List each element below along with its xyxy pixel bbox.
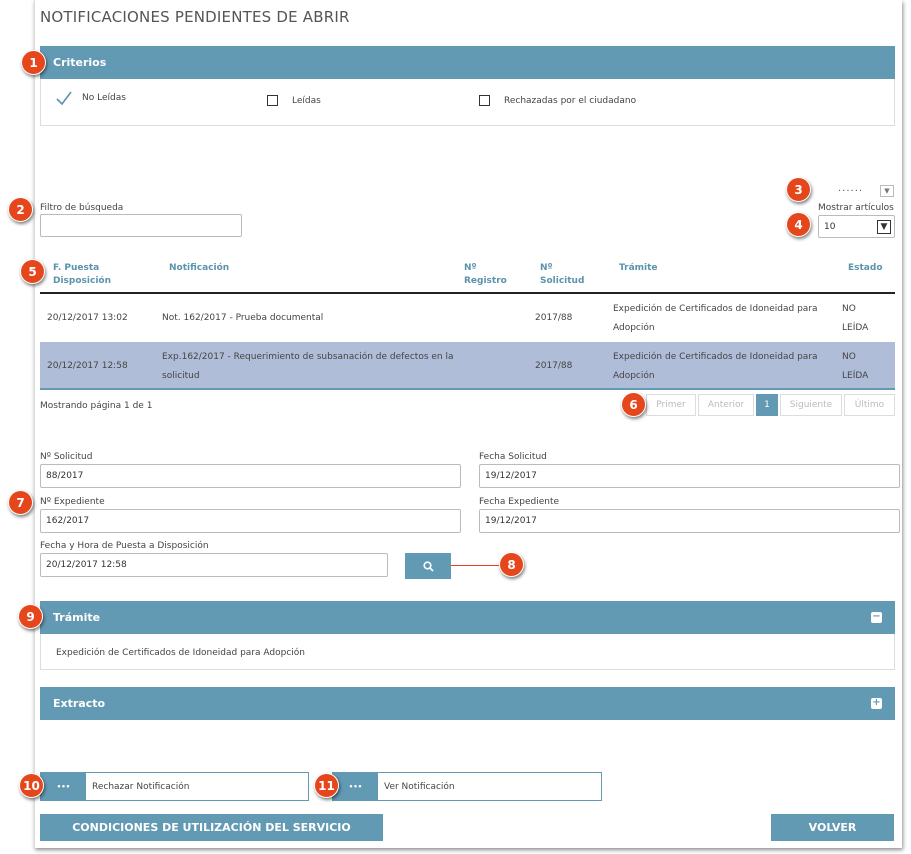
tramite-body (40, 634, 895, 670)
checkbox-no-leidas[interactable]: No Leídas (56, 91, 126, 105)
col-notificacion[interactable]: Notificación (169, 263, 230, 273)
tramite-header[interactable]: Trámite − (40, 601, 895, 634)
col-solicitud[interactable]: Nº Solicitud (540, 263, 585, 286)
callout-badge: 5 (20, 259, 45, 284)
checkbox-rechazadas[interactable]: Rechazadas por el ciudadano (479, 95, 636, 106)
fecha-solicitud-label: Fecha Solicitud (479, 452, 547, 462)
table-row[interactable]: 20/12/2017 13:02 Not. 162/2017 - Prueba … (40, 294, 895, 342)
rechazar-label: Rechazar Notificación (92, 781, 190, 792)
volver-button[interactable]: VOLVER (771, 814, 894, 841)
cell-solicitud: 2017/88 (535, 361, 573, 371)
callout-badge: 7 (8, 490, 33, 515)
filter-input[interactable] (40, 214, 242, 237)
expand-icon[interactable]: + (871, 697, 882, 709)
puesta-label: Fecha y Hora de Puesta a Disposición (40, 541, 209, 551)
criterios-body (40, 79, 895, 126)
solicitud-field[interactable]: 88/2017 (40, 464, 461, 488)
cell-fecha: 20/12/2017 13:02 (47, 313, 128, 323)
search-button[interactable] (405, 553, 451, 579)
fecha-expediente-label: Fecha Expediente (479, 497, 560, 507)
filter-label: Filtro de búsqueda (40, 203, 124, 213)
search-icon (422, 560, 434, 572)
expediente-field[interactable]: 162/2017 (40, 509, 461, 533)
col-tramite[interactable]: Trámite (619, 263, 658, 273)
collapse-icon[interactable]: − (871, 611, 882, 623)
caret-down-icon[interactable]: ▼ (880, 185, 894, 197)
criterios-title: Criterios (53, 56, 107, 69)
rechazar-button[interactable]: ••• Rechazar Notificación (40, 772, 309, 801)
checkbox-label: No Leídas (82, 93, 126, 103)
tramite-text: Expedición de Certificados de Idoneidad … (56, 648, 305, 658)
more-icon: ••• (41, 773, 86, 800)
callout-badge: 11 (314, 773, 339, 798)
criterios-header: Criterios (40, 46, 895, 79)
fecha-solicitud-field[interactable]: 19/12/2017 (479, 464, 900, 488)
cell-fecha: 20/12/2017 12:58 (47, 361, 128, 371)
callout-badge: 10 (19, 773, 44, 798)
cell-tramite: Expedición de Certificados de Idoneidad … (613, 304, 818, 333)
tramite-title: Trámite (53, 611, 101, 624)
callout-badge: 8 (499, 552, 524, 577)
table-row-selected[interactable]: 20/12/2017 12:58 Exp.162/2017 - Requerim… (40, 342, 895, 390)
cell-notificacion: Not. 162/2017 - Prueba documental (162, 313, 324, 323)
columns-menu[interactable]: ...... (838, 183, 864, 194)
extracto-title: Extracto (53, 697, 106, 710)
checkbox-label: Rechazadas por el ciudadano (504, 95, 637, 106)
cell-notificacion: Exp.162/2017 - Requerimiento de subsanac… (162, 352, 454, 381)
header-divider (40, 292, 895, 294)
callout-line (451, 565, 501, 566)
fecha-expediente-field[interactable]: 19/12/2017 (479, 509, 900, 533)
cell-solicitud: 2017/88 (535, 313, 573, 323)
checkbox-leidas[interactable]: Leídas (267, 95, 321, 106)
checkbox-box[interactable] (267, 95, 278, 106)
extracto-header[interactable]: Extracto + (40, 687, 895, 720)
callout-badge: 9 (18, 604, 43, 629)
cell-estado: NO LEÍDA (842, 352, 869, 381)
callout-badge: 4 (786, 212, 811, 237)
page-panel (34, 0, 902, 848)
page-prev[interactable]: Anterior (698, 394, 754, 416)
page-current[interactable]: 1 (756, 394, 778, 416)
page-first[interactable]: Primer (646, 394, 696, 416)
checkbox-box[interactable] (479, 95, 490, 106)
cell-tramite: Expedición de Certificados de Idoneidad … (613, 352, 818, 381)
ver-button[interactable]: ••• Ver Notificación (332, 772, 602, 801)
solicitud-label: Nº Solicitud (40, 452, 93, 462)
col-fecha[interactable]: F. Puesta Disposición (53, 263, 111, 286)
puesta-field[interactable]: 20/12/2017 12:58 (40, 553, 388, 577)
callout-badge: 2 (8, 197, 33, 222)
show-items-value: 10 (824, 221, 836, 232)
page-last[interactable]: Último (844, 394, 895, 416)
callout-badge: 3 (786, 177, 811, 202)
show-items-select[interactable]: 10 ▼ (818, 215, 895, 238)
col-registro[interactable]: Nº Registro (464, 263, 507, 286)
col-estado[interactable]: Estado (848, 263, 883, 273)
condiciones-button[interactable]: CONDICIONES DE UTILIZACIÓN DEL SERVICIO (40, 814, 383, 841)
check-icon (56, 91, 72, 105)
ver-label: Ver Notificación (384, 781, 455, 792)
cell-estado: NO LEÍDA (842, 304, 869, 333)
expediente-label: Nº Expediente (40, 497, 105, 507)
checkbox-label: Leídas (292, 95, 321, 106)
show-items-label: Mostrar artículos (818, 203, 894, 213)
page-next[interactable]: Siguiente (780, 394, 842, 416)
page-title: NOTIFICACIONES PENDIENTES DE ABRIR (40, 8, 350, 26)
paging-status: Mostrando página 1 de 1 (40, 401, 153, 411)
callout-badge: 1 (21, 50, 46, 75)
chevron-down-icon: ▼ (877, 219, 891, 234)
more-icon: ••• (333, 773, 378, 800)
callout-badge: 6 (621, 392, 646, 417)
